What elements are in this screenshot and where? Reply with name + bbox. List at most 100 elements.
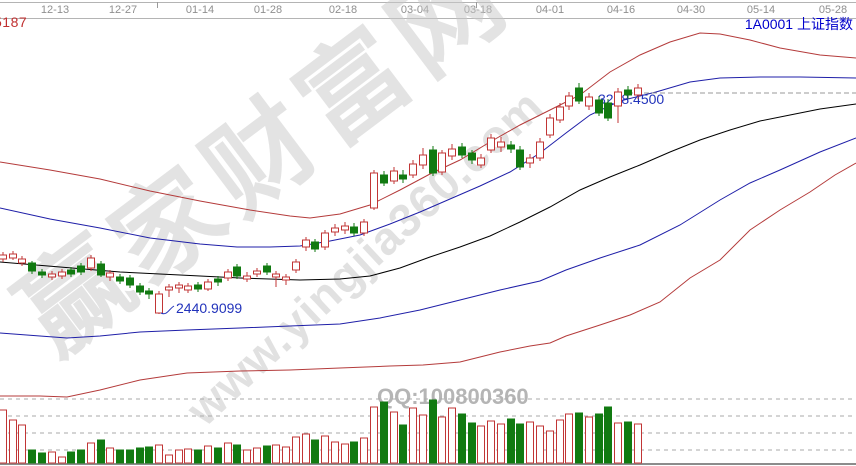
volume-bar-up [302,433,310,464]
candle-up [634,84,642,99]
candle-down [233,264,241,279]
candle-up [497,137,505,152]
candle-down [458,143,466,158]
volume-bar-up [536,425,544,464]
volume-bar-up [204,445,212,464]
candle-up [390,167,398,184]
candle-up [302,237,310,251]
candle-down [38,269,46,278]
axis-bottom-border [0,18,856,19]
band-line-lower-red [0,162,856,398]
candle-up [614,88,622,123]
date-label: 01-14 [185,4,215,16]
volume-bar-down [97,439,105,464]
candle-up [341,222,349,234]
candle-up [292,259,300,273]
volume-bar-up [175,449,183,464]
candle-up [565,92,573,110]
volume-bar-down [77,449,85,464]
volume-bar-down [116,449,124,464]
instrument-title: 1A0001 上证指数 [744,16,853,32]
volume-bar-up [87,442,95,464]
corner-price-value: 5187 [0,14,28,30]
candle-up [58,269,66,279]
candle-down [604,99,612,121]
volume-bar-up [292,436,300,464]
candle-down [77,263,85,275]
date-label: 05-28 [818,4,848,16]
candle-up [243,272,251,282]
volume-bar-up [184,448,192,464]
volume-bar-up [155,444,163,464]
candle-up [409,160,417,178]
date-label: 12-27 [108,4,138,16]
low-price-label: 2440.9099 [176,300,242,316]
volume-bar-up [370,406,378,464]
volume-bar-up [546,430,554,464]
volume-bar-up [360,437,368,464]
volume-bar-up [634,423,642,464]
volume-bar-down [399,424,407,464]
volume-bar-down [516,423,524,464]
date-label: 02-18 [328,4,358,16]
candle-up [9,251,17,260]
candle-down [97,261,105,277]
band-line-lower-blue [0,137,856,339]
volume-bar-down [380,401,388,464]
candle-down [468,150,476,164]
candle-up [546,114,554,138]
candle-up [536,138,544,161]
candle-up [106,270,114,281]
date-label: 12-13 [40,4,70,16]
candle-up [282,274,290,285]
candle-down [67,267,75,277]
candle-down [136,283,144,295]
volume-bar-up [497,423,505,464]
volume-bar-down [458,413,466,464]
volume-bar-up [477,425,485,464]
volume-bar-down [214,447,222,464]
candle-up [155,291,163,314]
date-label: 03-18 [463,4,493,16]
band-line-upper-blue [0,76,856,248]
candle-down [399,170,407,183]
date-label: 04-16 [606,4,636,16]
date-label: 04-30 [676,4,706,16]
candle-down [380,171,388,186]
volume-bar-up [448,407,456,464]
candle-up [526,154,534,168]
candle-down [311,239,319,252]
volume-bar-up [438,416,446,464]
candle-up [360,219,368,236]
volume-bar-down [468,422,476,464]
candle-down [126,275,134,288]
volume-bar-up [48,451,56,464]
volume-bar-up [9,419,17,464]
volume-bar-up [614,422,622,464]
candle-up [438,150,446,175]
candle-up [419,148,427,169]
candle-down [145,288,153,299]
candle-up [224,269,232,281]
volume-bar-up [321,435,329,464]
candle-up [370,170,378,210]
volume-bar-down [136,447,144,464]
volume-bar-up [165,454,173,464]
volume-bar-up [341,443,349,464]
candle-up [321,230,329,250]
band-line-upper-red [0,32,856,219]
candle-up [272,271,280,287]
volume-bar-up [106,447,114,464]
volume-bar-up [331,441,339,464]
volume-bar-up [556,419,564,464]
volume-bar-up [419,414,427,464]
candle-up [0,252,7,262]
candle-up [253,268,261,277]
candle-up [175,282,183,293]
candle-down [575,83,583,104]
candle-up [477,154,485,168]
candle-up [48,271,56,280]
volume-bar-down [595,413,603,464]
